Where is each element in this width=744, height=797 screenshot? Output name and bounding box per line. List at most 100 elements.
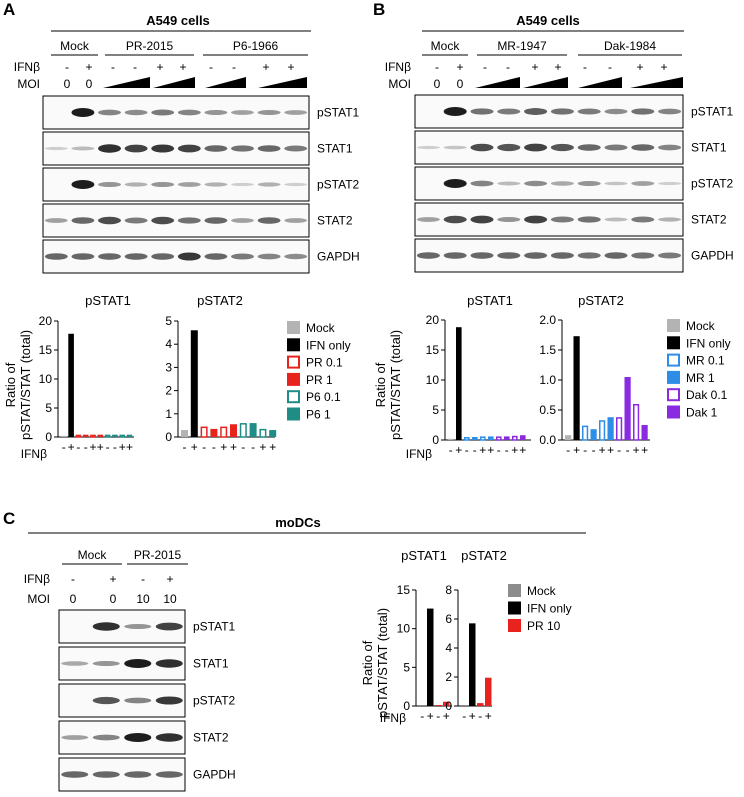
blot-pstat2-band — [98, 181, 121, 188]
blot-stat1-band — [124, 659, 152, 668]
blot-pstat1-band — [124, 623, 152, 630]
y-tick-label: 10 — [39, 372, 53, 386]
bar — [496, 436, 502, 441]
blot-pstat2-band — [604, 181, 628, 186]
x-tick-label: + — [519, 443, 526, 457]
blot-label: pSTAT1 — [317, 106, 360, 120]
moi-value: 0 — [64, 77, 71, 91]
bar — [472, 437, 478, 440]
blot-stat2-band — [631, 216, 655, 223]
blot-gapdh-band — [284, 253, 308, 260]
blot-stat1-band — [416, 145, 440, 150]
x-tick-label: + — [443, 709, 450, 723]
legend-swatch — [508, 619, 521, 632]
bar — [485, 677, 492, 706]
blot-pstat2-band — [124, 697, 152, 704]
y-tick-label: 1.0 — [539, 373, 556, 387]
moi-gradient-triangle — [205, 77, 246, 88]
legend-swatch — [287, 407, 300, 421]
chart-title: pSTAT2 — [197, 293, 243, 308]
bar — [97, 434, 104, 437]
blot-stat2-band — [124, 733, 152, 742]
group-label: Mock — [78, 548, 108, 562]
blot-pstat1-band — [524, 108, 548, 115]
x-tick-label: - — [84, 440, 88, 454]
group-label: MR-1947 — [497, 39, 547, 53]
blot-pstat1-band — [658, 108, 682, 115]
blot-pstat2-band — [443, 179, 467, 188]
ifn-sign: - — [141, 572, 145, 586]
y-tick-label: 0 — [403, 699, 410, 713]
legend-swatch — [667, 336, 680, 350]
panel-letter-b: B — [373, 0, 385, 19]
blot-gapdh-band — [124, 771, 152, 778]
y-axis-label-line1: Ratio of — [373, 362, 388, 407]
blot-pstat2-band — [124, 182, 148, 187]
y-tick-label: 2 — [445, 670, 452, 684]
blot-stat2-band — [604, 217, 628, 222]
moi-value: 10 — [163, 592, 177, 606]
blot-gapdh-band — [257, 253, 281, 260]
blot-gapdh-band — [92, 771, 120, 778]
blot-stat2-band — [443, 215, 467, 224]
ifn-sign: - — [65, 60, 69, 74]
blot-stat2-band — [497, 216, 521, 223]
x-tick-label: - — [583, 443, 587, 457]
legend-label: IFN only — [527, 602, 572, 616]
legend-label: IFN only — [306, 338, 351, 352]
x-tick-label: + — [607, 443, 614, 457]
blot-pstat1-band — [124, 109, 148, 116]
y-tick-label: 6 — [445, 612, 452, 626]
legend-label: Mock — [527, 584, 557, 598]
panel-a-western-blot: A A549 cells Mock PR-2015 P6-1966 IFNβ MOI - + - -… — [3, 0, 360, 274]
x-tick-label: - — [505, 443, 509, 457]
panel-a-bar-charts: Ratio of pSTAT/STAT (total)pSTAT105101520… — [3, 293, 351, 461]
cell-type-title: A549 cells — [516, 13, 580, 28]
legend-label: PR 10 — [527, 619, 561, 633]
legend-swatch — [287, 390, 300, 404]
panel-letter-c: C — [3, 509, 15, 528]
blot-stat2-band — [151, 216, 175, 225]
blot-label: STAT2 — [691, 213, 727, 227]
bar — [239, 423, 247, 438]
cell-type-title: moDCs — [275, 515, 321, 530]
blot-stat1-band — [524, 143, 548, 152]
x-tick-label: - — [183, 440, 187, 454]
bar — [68, 333, 74, 437]
x-tick-label: - — [465, 443, 469, 457]
blot-stat2-band — [204, 217, 228, 224]
x-tick-label: - — [113, 440, 117, 454]
moi-value: 10 — [136, 592, 150, 606]
blot-pstat2-band — [470, 180, 494, 187]
blot-pstat2-band — [155, 696, 183, 705]
blot-gapdh-band — [177, 252, 201, 261]
bar — [269, 430, 277, 437]
bar — [520, 435, 526, 440]
moi-gradient-triangle — [103, 77, 150, 88]
ifn-sign: + — [660, 60, 667, 74]
ifn-sign: - — [483, 60, 487, 74]
blot-label: STAT1 — [317, 142, 353, 156]
group-label: P6-1966 — [233, 39, 279, 53]
x-tick-label: + — [259, 440, 266, 454]
bar — [90, 434, 96, 438]
blot-label: GAPDH — [691, 249, 734, 263]
y-tick-label: 0 — [445, 699, 452, 713]
y-tick-label: 0.5 — [539, 403, 556, 417]
group-label: PR-2015 — [126, 39, 174, 53]
bar — [435, 705, 442, 706]
x-tick-label: + — [511, 443, 518, 457]
ifn-sign: - — [608, 60, 612, 74]
blot-pstat2-band — [71, 180, 95, 189]
panel-b-western-blot: B A549 cells Mock MR-1947 Dak-1984 IFNβ MOI - + -… — [373, 0, 734, 273]
moi-gradient-triangle — [523, 77, 568, 88]
blot-stat2-band — [71, 217, 95, 224]
bar — [119, 434, 126, 438]
x-tick-label: + — [641, 443, 648, 457]
ifn-sign: + — [109, 572, 116, 586]
bar — [249, 423, 257, 437]
y-tick-label: 4 — [445, 641, 452, 655]
x-tick-label: + — [485, 709, 492, 723]
blot-gapdh-band — [604, 252, 628, 259]
blot-gapdh-band — [231, 253, 254, 260]
